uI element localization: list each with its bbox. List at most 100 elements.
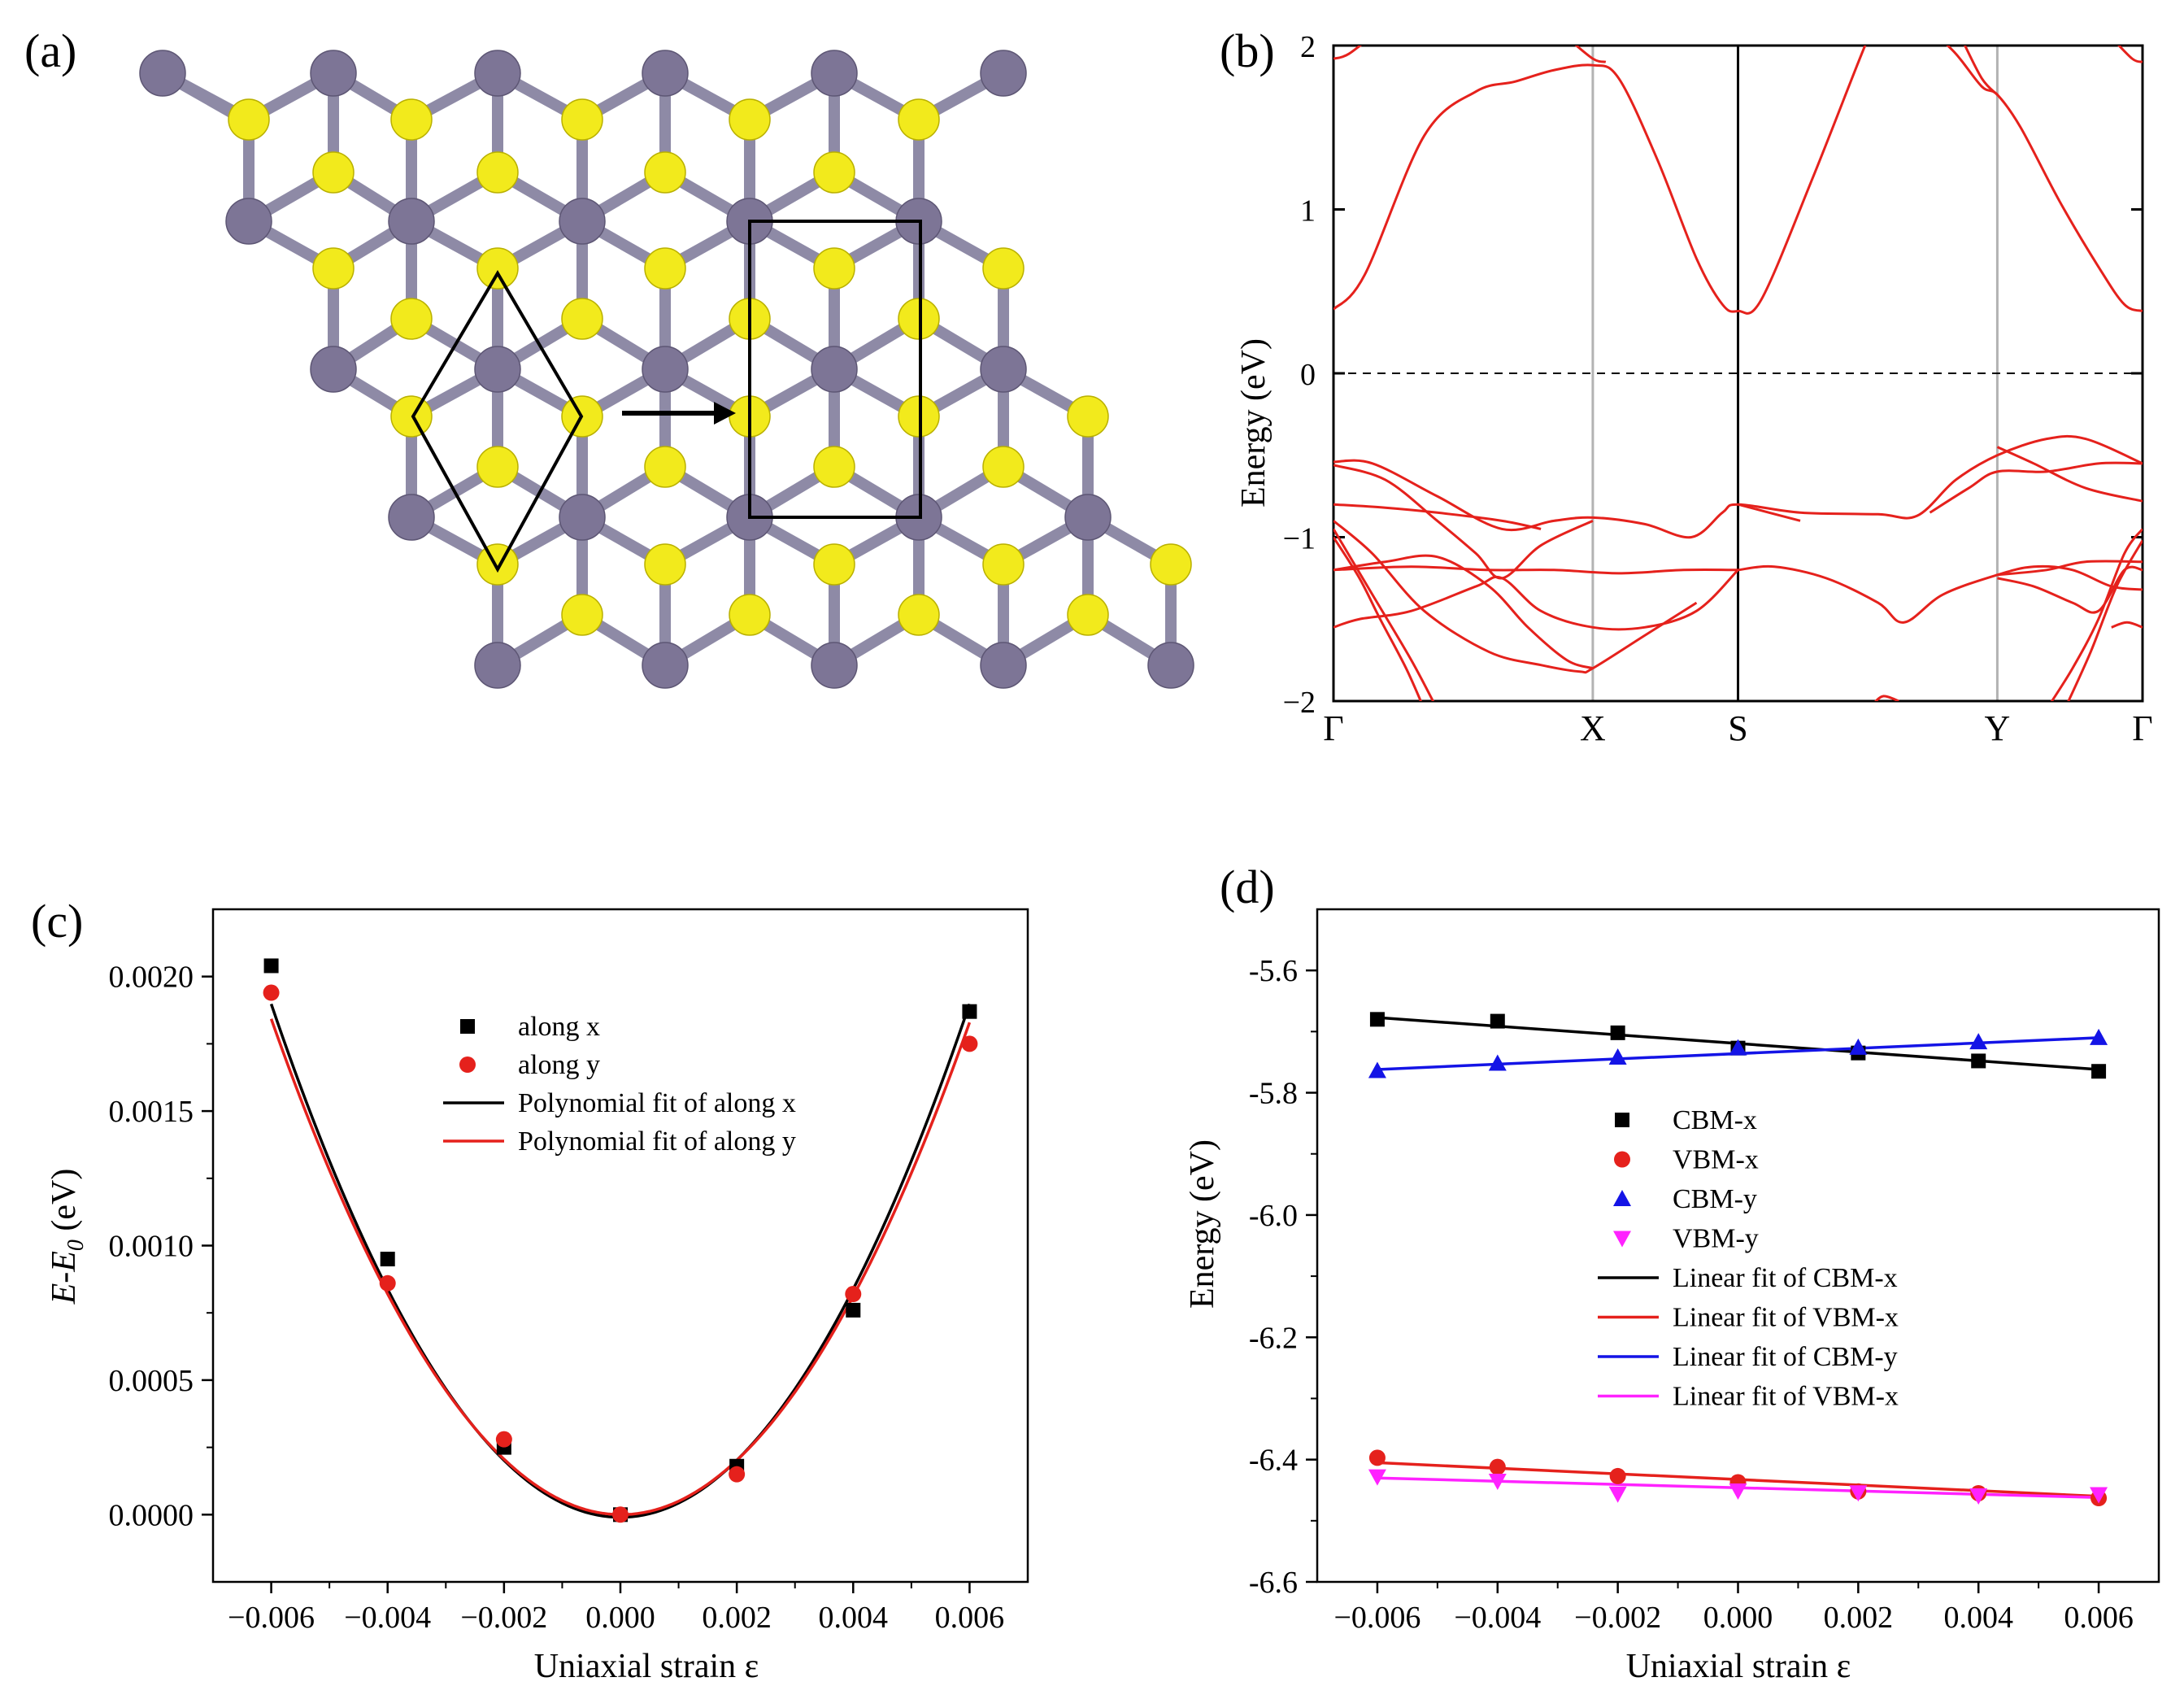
y-tick-label: -6.0 bbox=[1249, 1199, 1298, 1233]
x-tick-label: −0.002 bbox=[460, 1601, 547, 1635]
data-point-square bbox=[2091, 1064, 2107, 1079]
legend-label: Linear fit of VBM-x bbox=[1673, 1382, 1899, 1412]
kpoint-label: Γ bbox=[1323, 708, 1343, 748]
band-ylabel: Energy (eV) bbox=[1235, 338, 1273, 508]
band-line bbox=[1333, 536, 1422, 701]
x-tick-label: −0.006 bbox=[1333, 1601, 1420, 1635]
chalcogen-atom bbox=[1150, 543, 1192, 586]
chart-d-points bbox=[1368, 1012, 2108, 1507]
y-tick-label: 0.0000 bbox=[109, 1498, 194, 1532]
kpoint-label: Y bbox=[1985, 708, 2011, 748]
chalcogen-atom bbox=[644, 446, 686, 488]
data-point-circle bbox=[1489, 1458, 1506, 1475]
band-line bbox=[2117, 46, 2143, 63]
band-line bbox=[1333, 503, 1542, 530]
legend-label: Polynomial fit of along y bbox=[518, 1126, 796, 1157]
chalcogen-atom bbox=[312, 151, 355, 194]
metal-atom bbox=[559, 198, 606, 245]
data-point-triangle-up bbox=[1488, 1054, 1507, 1071]
data-point-triangle-up bbox=[1608, 1048, 1627, 1065]
lattice-structure-icon bbox=[139, 50, 1194, 689]
data-point-circle bbox=[845, 1286, 862, 1303]
y-tick-label: -5.6 bbox=[1249, 954, 1298, 988]
panel-d-band-edges: (d) −0.006 −0.004 −0.002 0.000 0.002 0.004 0.0… bbox=[1184, 860, 2160, 1685]
metal-atom bbox=[559, 494, 606, 541]
chalcogen-atom bbox=[644, 543, 686, 586]
chart-c-ylabel: E-E0 (eV) bbox=[46, 1169, 89, 1305]
panel-c-label: (c) bbox=[31, 895, 83, 948]
data-point-square bbox=[1369, 1012, 1385, 1027]
panel-c-energy-strain: (c) −0.006 −0.004 −0.002 0.000 0.002 0.004 0.0… bbox=[31, 895, 1029, 1685]
data-point-circle bbox=[263, 984, 280, 1001]
band-line bbox=[1333, 46, 1363, 60]
metal-atom bbox=[388, 198, 435, 245]
band-line bbox=[1333, 528, 1435, 701]
legend-label: Linear fit of VBM-x bbox=[1673, 1303, 1899, 1333]
band-line bbox=[1929, 461, 2143, 514]
band-line bbox=[1333, 569, 1739, 631]
legend-label: along y bbox=[518, 1050, 600, 1080]
kpoint-label: S bbox=[1728, 708, 1747, 748]
chalcogen-atom bbox=[813, 151, 855, 194]
data-point-triangle-down bbox=[1849, 1485, 1868, 1502]
metal-atom bbox=[642, 50, 689, 97]
metal-atom bbox=[811, 642, 858, 689]
x-tick-label: −0.006 bbox=[228, 1601, 315, 1635]
y-tick-label: -5.8 bbox=[1249, 1077, 1298, 1111]
data-point-triangle-up bbox=[1849, 1038, 1868, 1055]
band-line bbox=[1333, 520, 1698, 674]
chart-d-ylabel: Energy (eV) bbox=[1184, 1139, 1221, 1309]
kpoint-label: Γ bbox=[2132, 708, 2152, 748]
data-point-triangle-down bbox=[1613, 1231, 1631, 1248]
chart-d-fits bbox=[1377, 1016, 2099, 1499]
metal-atom bbox=[139, 50, 186, 97]
metal-atom bbox=[310, 346, 357, 393]
y-tick-label: -6.6 bbox=[1249, 1566, 1298, 1600]
band-ytick-label: 1 bbox=[1300, 194, 1316, 229]
data-point-square bbox=[962, 1004, 977, 1019]
metal-atom bbox=[642, 346, 689, 393]
data-point-square bbox=[380, 1252, 395, 1267]
chalcogen-atom bbox=[813, 247, 855, 290]
legend-label: Linear fit of CBM-y bbox=[1673, 1342, 1898, 1372]
chalcogen-atom bbox=[561, 594, 603, 636]
band-line bbox=[1997, 560, 2143, 577]
band-line bbox=[1996, 446, 2143, 503]
band-line bbox=[1333, 565, 1738, 575]
y-tick-label: 0.0005 bbox=[109, 1364, 194, 1398]
band-line bbox=[1333, 464, 1594, 580]
metal-atom bbox=[225, 198, 272, 245]
chalcogen-atom bbox=[476, 247, 519, 290]
data-point-square bbox=[1490, 1013, 1505, 1029]
chalcogen-atom bbox=[982, 446, 1025, 488]
data-point-circle bbox=[729, 1466, 746, 1483]
x-tick-label: 0.002 bbox=[1824, 1601, 1894, 1635]
chalcogen-atom bbox=[898, 98, 940, 141]
metal-atom bbox=[1064, 494, 1112, 541]
chalcogen-atom bbox=[729, 594, 771, 636]
panel-d-label: (d) bbox=[1220, 860, 1275, 913]
data-point-square bbox=[263, 958, 279, 974]
chart-c-fits bbox=[269, 1003, 972, 1519]
data-point-triangle-down bbox=[1368, 1469, 1386, 1486]
data-point-triangle-down bbox=[1729, 1483, 1747, 1500]
metal-atom bbox=[474, 346, 521, 393]
data-point-triangle-up bbox=[1613, 1190, 1631, 1206]
chalcogen-atom bbox=[312, 247, 355, 290]
band-ytick-label: −2 bbox=[1283, 686, 1316, 720]
y-tick-label: -6.4 bbox=[1249, 1444, 1298, 1478]
metal-atom bbox=[474, 50, 521, 97]
kpoint-label: X bbox=[1580, 708, 1606, 748]
band-ytick-label: 2 bbox=[1300, 30, 1316, 64]
data-point-square bbox=[846, 1302, 861, 1318]
chalcogen-atom bbox=[813, 543, 855, 586]
data-point-square bbox=[1971, 1053, 1986, 1069]
data-point-circle bbox=[1368, 1449, 1386, 1466]
metal-atom bbox=[980, 346, 1027, 393]
chalcogen-atom bbox=[228, 98, 270, 141]
chalcogen-atom bbox=[644, 151, 686, 194]
band-ytick-label: −1 bbox=[1283, 522, 1316, 556]
data-point-square bbox=[460, 1019, 475, 1034]
chalcogen-atom bbox=[561, 298, 603, 340]
legend-label: along x bbox=[518, 1012, 600, 1042]
